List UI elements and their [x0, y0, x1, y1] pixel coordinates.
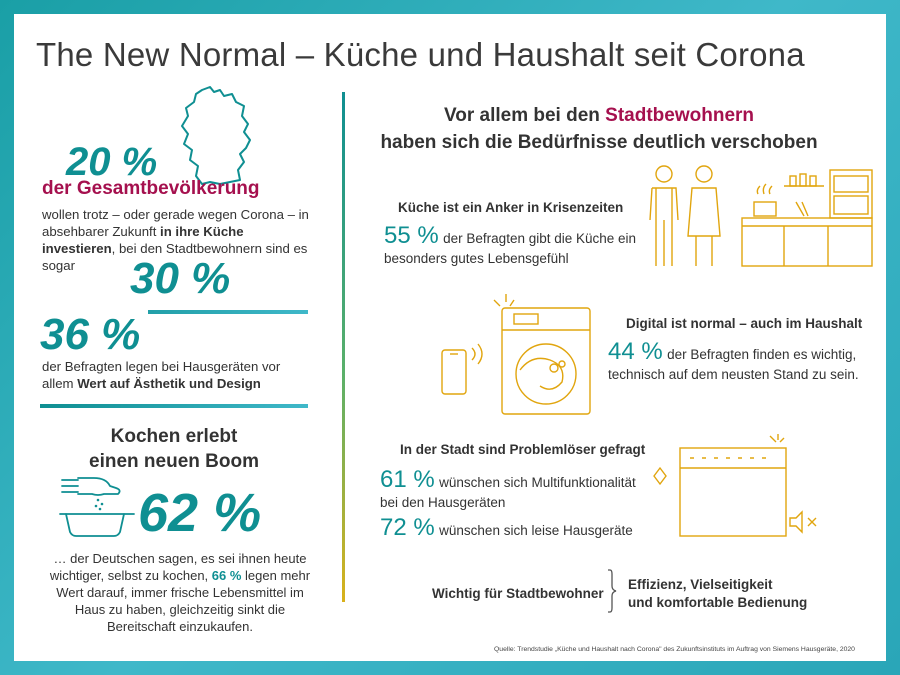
digital-text: der Befragten finden es wichtig, technis… [608, 347, 859, 382]
infographic-card: The New Normal – Küche und Haushalt seit… [14, 14, 886, 661]
kitchen-stat: 55 % der Befragten gibt die Küche ein be… [384, 222, 644, 268]
stat-20-text: wollen trotz – oder gerade wegen Corona … [42, 206, 312, 274]
stat-30-value: 30 % [130, 254, 231, 303]
boom-text: … der Deutschen sagen, es sei ihnen heut… [40, 550, 320, 635]
source-note: Quelle: Trendstudie „Küche und Haushalt … [494, 646, 855, 653]
stat-20-label: der Gesamtbevölkerung [42, 178, 260, 199]
city-text-2: wünschen sich leise Hausgeräte [439, 523, 633, 538]
kitchen-subhead: Küche ist ein Anker in Krisenzeiten [398, 200, 624, 215]
city-pct-1: 61 % [380, 466, 435, 493]
important-label: Wichtig für Stadtbewohner [432, 586, 604, 601]
page-title: The New Normal – Küche und Haushalt seit… [36, 36, 805, 73]
kitchen-pct: 55 % [384, 222, 439, 249]
important-value-line-2: und komfortable Bedienung [628, 595, 808, 610]
important-value-line-1: Effizienz, Vielseitigkeit [628, 577, 773, 592]
stat-36-text: der Befragten legen bei Hausgeräten vor … [42, 358, 302, 392]
digital-pct: 44 % [608, 338, 663, 365]
column-divider [342, 92, 345, 602]
washing-machine-phone-icon [441, 294, 591, 415]
city-stat-1: 61 % wünschen sich Multifunktionalität b… [380, 466, 650, 512]
stat-20-value: 20 % [66, 140, 158, 184]
city-text-1: wünschen sich Multifunktionalität bei de… [380, 475, 636, 510]
right-heading-line-1: Vor allem bei den Stadtbewohnern [344, 102, 854, 129]
boom-text-b: legen mehr Wert darauf, immer frische Le… [56, 568, 311, 634]
right-heading: Vor allem bei den Stadtbewohnern haben s… [344, 102, 854, 156]
boom-text-pct: 66 % [211, 568, 242, 583]
stat-36-value: 36 % [40, 310, 149, 360]
germany-map-icon [181, 86, 251, 185]
right-heading-line-2: haben sich die Bedürfnisse deutlich vers… [380, 132, 818, 153]
stat-20-text-c: , bei den Stadtbewohnern sind es sogar [42, 241, 308, 273]
kitchen-text: der Befragten gibt die Küche ein besonde… [384, 231, 637, 266]
city-pct-2: 72 % [380, 514, 435, 541]
boom-heading-line-2: einen neuen Boom [89, 451, 259, 472]
stat-20-text-a: wollen trotz – oder gerade wegen Corona … [42, 207, 309, 239]
dishwasher-icon [653, 434, 817, 537]
important-value: Effizienz, Vielseitigkeit und komfortabl… [628, 576, 807, 612]
divider-1 [40, 310, 308, 314]
kitchen-people-icon [649, 165, 873, 267]
boom-heading-line-1: Kochen erlebt [110, 426, 238, 447]
right-heading-a: Vor allem bei den [443, 105, 606, 126]
stat-62-value: 62 % [138, 483, 262, 543]
cooking-hand-icon [59, 477, 135, 537]
stat-36-text-a: der Befragten legen bei Hausgeräten vor … [42, 359, 281, 391]
city-subhead: In der Stadt sind Problemlöser gefragt [400, 442, 646, 457]
city-stat-2: 72 % wünschen sich leise Hausgeräte [380, 514, 650, 542]
boom-heading: Kochen erlebt einen neuen Boom [54, 424, 294, 474]
digital-subhead: Digital ist normal – auch im Haushalt [626, 316, 863, 331]
stat-20-text-b: in ihre Küche investieren [42, 224, 244, 256]
digital-stat: 44 % der Befragten finden es wichtig, te… [608, 338, 870, 384]
boom-text-a: … der Deutschen sagen, es sei ihnen heut… [49, 551, 307, 583]
right-heading-accent: Stadtbewohnern [605, 105, 755, 126]
divider-2 [40, 404, 308, 408]
stat-36-text-b: Wert auf Ästhetik und Design [77, 376, 261, 391]
brace-icon [608, 569, 617, 613]
